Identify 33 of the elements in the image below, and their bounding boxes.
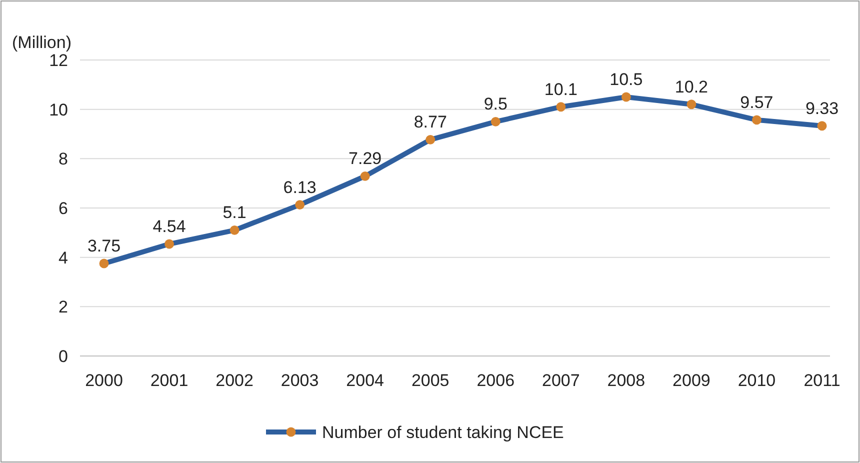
x-tick-label: 2006 bbox=[476, 371, 515, 390]
x-tick-label: 2002 bbox=[216, 371, 254, 390]
data-label: 5.1 bbox=[222, 203, 246, 222]
data-label: 9.5 bbox=[484, 94, 508, 114]
x-tick-label: 2010 bbox=[738, 371, 776, 390]
y-tick-label: 8 bbox=[58, 150, 68, 169]
x-tick-label: 2000 bbox=[85, 371, 123, 390]
data-label: 7.29 bbox=[348, 149, 382, 168]
data-label: 4.54 bbox=[152, 217, 186, 236]
y-axis-title: (Million) bbox=[12, 33, 72, 52]
x-tick-label: 2005 bbox=[411, 371, 450, 390]
data-label: 8.77 bbox=[414, 112, 447, 132]
data-label: 10.1 bbox=[544, 80, 578, 99]
x-tick-label: 2003 bbox=[280, 371, 319, 390]
y-tick-label: 12 bbox=[49, 50, 68, 70]
data-label: 10.2 bbox=[674, 77, 708, 96]
y-tick-label: 4 bbox=[58, 248, 68, 268]
x-tick-label: 2009 bbox=[672, 371, 710, 390]
y-tick-label: 0 bbox=[58, 346, 68, 366]
data-label: 9.57 bbox=[740, 92, 774, 112]
x-tick-label: 2008 bbox=[607, 371, 646, 390]
y-tick-label: 10 bbox=[49, 100, 68, 120]
data-label: 6.13 bbox=[283, 178, 316, 197]
x-tick-label: 2011 bbox=[804, 371, 840, 390]
y-tick-label: 6 bbox=[58, 198, 68, 218]
legend-label: Number of student taking NCEE bbox=[322, 422, 564, 442]
y-tick-label: 2 bbox=[58, 298, 68, 317]
x-tick-label: 2004 bbox=[346, 371, 384, 390]
data-label: 10.5 bbox=[610, 70, 643, 89]
data-label: 3.75 bbox=[87, 236, 121, 256]
x-tick-label: 2001 bbox=[150, 371, 188, 390]
x-tick-label: 2007 bbox=[542, 371, 580, 390]
data-label: 9.33 bbox=[805, 98, 839, 118]
